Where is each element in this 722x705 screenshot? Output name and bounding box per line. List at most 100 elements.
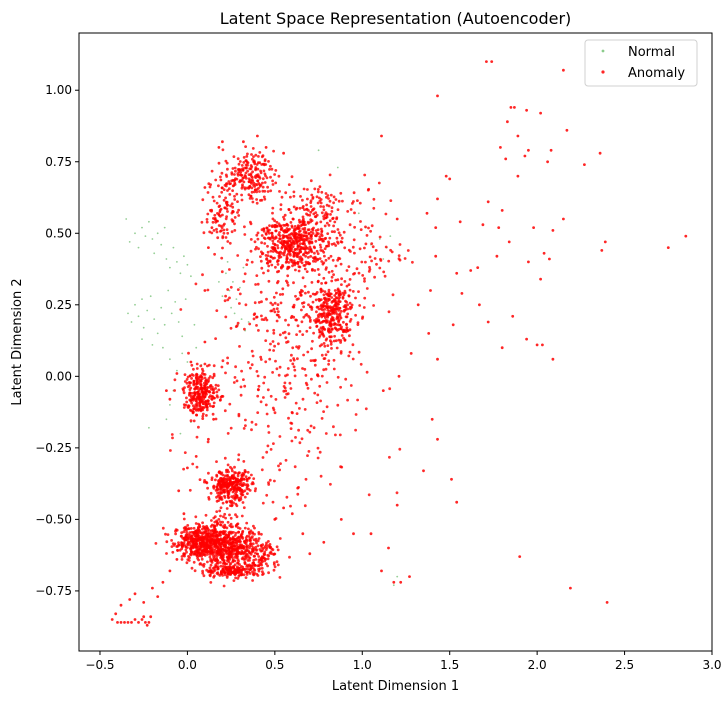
- anomaly-point: [321, 308, 324, 312]
- anomaly-point: [299, 195, 302, 198]
- anomaly-point: [337, 320, 340, 324]
- anomaly-point: [309, 179, 313, 183]
- anomaly-point: [245, 544, 249, 548]
- anomaly-point: [248, 489, 252, 492]
- anomaly-point: [240, 173, 243, 177]
- anomaly-point: [202, 231, 206, 235]
- anomaly-point: [233, 465, 236, 469]
- anomaly-point: [306, 454, 309, 457]
- anomaly-point: [216, 236, 220, 240]
- normal-point: [225, 272, 227, 275]
- anomaly-point: [185, 528, 189, 532]
- anomaly-point: [308, 248, 311, 251]
- anomaly-point: [275, 291, 278, 295]
- anomaly-point: [196, 390, 200, 394]
- anomaly-point: [363, 246, 366, 250]
- anomaly-point: [235, 515, 239, 519]
- anomaly-point: [329, 482, 332, 486]
- anomaly-point: [469, 269, 473, 272]
- anomaly-point: [388, 455, 391, 459]
- anomaly-point: [226, 559, 229, 563]
- anomaly-point: [598, 151, 602, 155]
- anomaly-point: [198, 562, 202, 566]
- anomaly-point: [229, 573, 233, 576]
- anomaly-point: [278, 365, 282, 369]
- anomaly-point: [236, 288, 240, 291]
- anomaly-point: [337, 318, 341, 321]
- anomaly-point: [244, 418, 247, 422]
- anomaly-point: [336, 328, 339, 332]
- anomaly-point: [200, 551, 204, 555]
- anomaly-point: [301, 333, 305, 336]
- anomaly-point: [293, 465, 297, 469]
- anomaly-point: [345, 326, 349, 329]
- anomaly-point: [183, 554, 186, 558]
- anomaly-point: [364, 225, 367, 229]
- anomaly-point: [274, 181, 278, 185]
- anomaly-point: [243, 327, 246, 331]
- x-tick-label: 2.5: [615, 658, 634, 672]
- anomaly-point: [273, 243, 277, 247]
- anomaly-point: [203, 386, 207, 390]
- anomaly-point: [539, 111, 542, 115]
- anomaly-point: [227, 180, 231, 183]
- anomaly-point: [272, 408, 276, 412]
- anomaly-point: [251, 354, 255, 358]
- anomaly-point: [186, 466, 189, 470]
- anomaly-point: [208, 185, 212, 189]
- anomaly-point: [260, 559, 264, 562]
- anomaly-point: [195, 362, 199, 366]
- anomaly-point: [271, 340, 275, 343]
- anomaly-point: [265, 546, 269, 550]
- anomaly-point: [185, 533, 189, 536]
- anomaly-point: [327, 256, 331, 260]
- anomaly-point: [203, 394, 207, 398]
- anomaly-point: [220, 270, 224, 274]
- anomaly-point: [272, 307, 276, 311]
- anomaly-point: [216, 384, 220, 387]
- anomaly-point: [346, 312, 350, 316]
- anomaly-point: [234, 572, 238, 576]
- anomaly-point: [226, 298, 230, 302]
- anomaly-point: [172, 544, 176, 547]
- anomaly-point: [192, 374, 195, 377]
- anomaly-point: [506, 120, 509, 124]
- anomaly-point: [206, 386, 210, 389]
- anomaly-point: [283, 224, 287, 227]
- anomaly-point: [310, 347, 313, 351]
- anomaly-point: [209, 394, 212, 397]
- anomaly-point: [315, 213, 319, 217]
- anomaly-point: [237, 162, 241, 166]
- anomaly-point: [204, 383, 207, 387]
- anomaly-point: [233, 222, 236, 226]
- anomaly-point: [297, 428, 300, 432]
- anomaly-point: [316, 201, 320, 205]
- normal-point: [378, 238, 381, 240]
- anomaly-point: [323, 224, 327, 228]
- anomaly-point: [218, 210, 222, 214]
- anomaly-point: [327, 223, 331, 227]
- anomaly-point: [199, 364, 203, 368]
- anomaly-point: [291, 264, 294, 268]
- anomaly-point: [261, 252, 265, 255]
- anomaly-point: [316, 393, 320, 397]
- anomaly-point: [332, 242, 336, 246]
- anomaly-point: [271, 206, 275, 210]
- anomaly-point: [266, 329, 269, 333]
- anomaly-point: [206, 364, 209, 368]
- anomaly-point: [332, 358, 336, 362]
- anomaly-point: [365, 234, 369, 237]
- anomaly-point: [329, 193, 333, 197]
- normal-point: [177, 321, 180, 323]
- anomaly-point: [320, 229, 324, 233]
- anomaly-point: [281, 331, 285, 335]
- anomaly-point: [248, 476, 251, 480]
- anomaly-point: [214, 478, 217, 482]
- anomaly-point: [241, 530, 244, 534]
- anomaly-point: [184, 545, 188, 549]
- anomaly-point: [355, 267, 359, 271]
- anomaly-point: [263, 237, 267, 241]
- anomaly-point: [266, 244, 269, 248]
- anomaly-point: [334, 433, 337, 437]
